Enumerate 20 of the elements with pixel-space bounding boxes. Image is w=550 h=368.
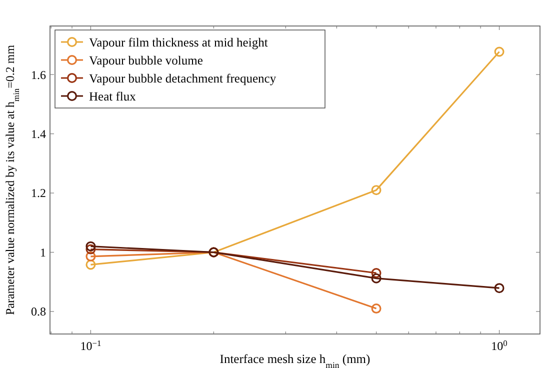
point [371, 185, 382, 196]
point [86, 260, 96, 270]
x-tick-label: 10$^{0}$ [491, 338, 508, 353]
point [371, 273, 382, 284]
legend-label: Heat flux [89, 89, 137, 104]
legend-label: Vapour film thickness at mid height [89, 35, 268, 50]
point [86, 251, 96, 262]
point [86, 244, 96, 254]
x-axis-title: Interface mesh size h$_{min}$ (mm) [220, 352, 370, 368]
y-tick-label: 1.4 [31, 127, 46, 141]
y-tick-label: 0.8 [31, 304, 46, 319]
point [371, 268, 382, 278]
y-tick-label: 1.6 [31, 68, 46, 82]
point [371, 304, 382, 314]
y-tick-label: 1.2 [31, 186, 46, 200]
legend-label: Vapour bubble volume [89, 53, 204, 68]
point [86, 241, 96, 252]
y-tick-label: 1 [40, 245, 46, 260]
x-tick-label: 10$^{−1}$ [80, 338, 102, 353]
legend-label: Vapour bubble detachment frequency [89, 71, 277, 86]
